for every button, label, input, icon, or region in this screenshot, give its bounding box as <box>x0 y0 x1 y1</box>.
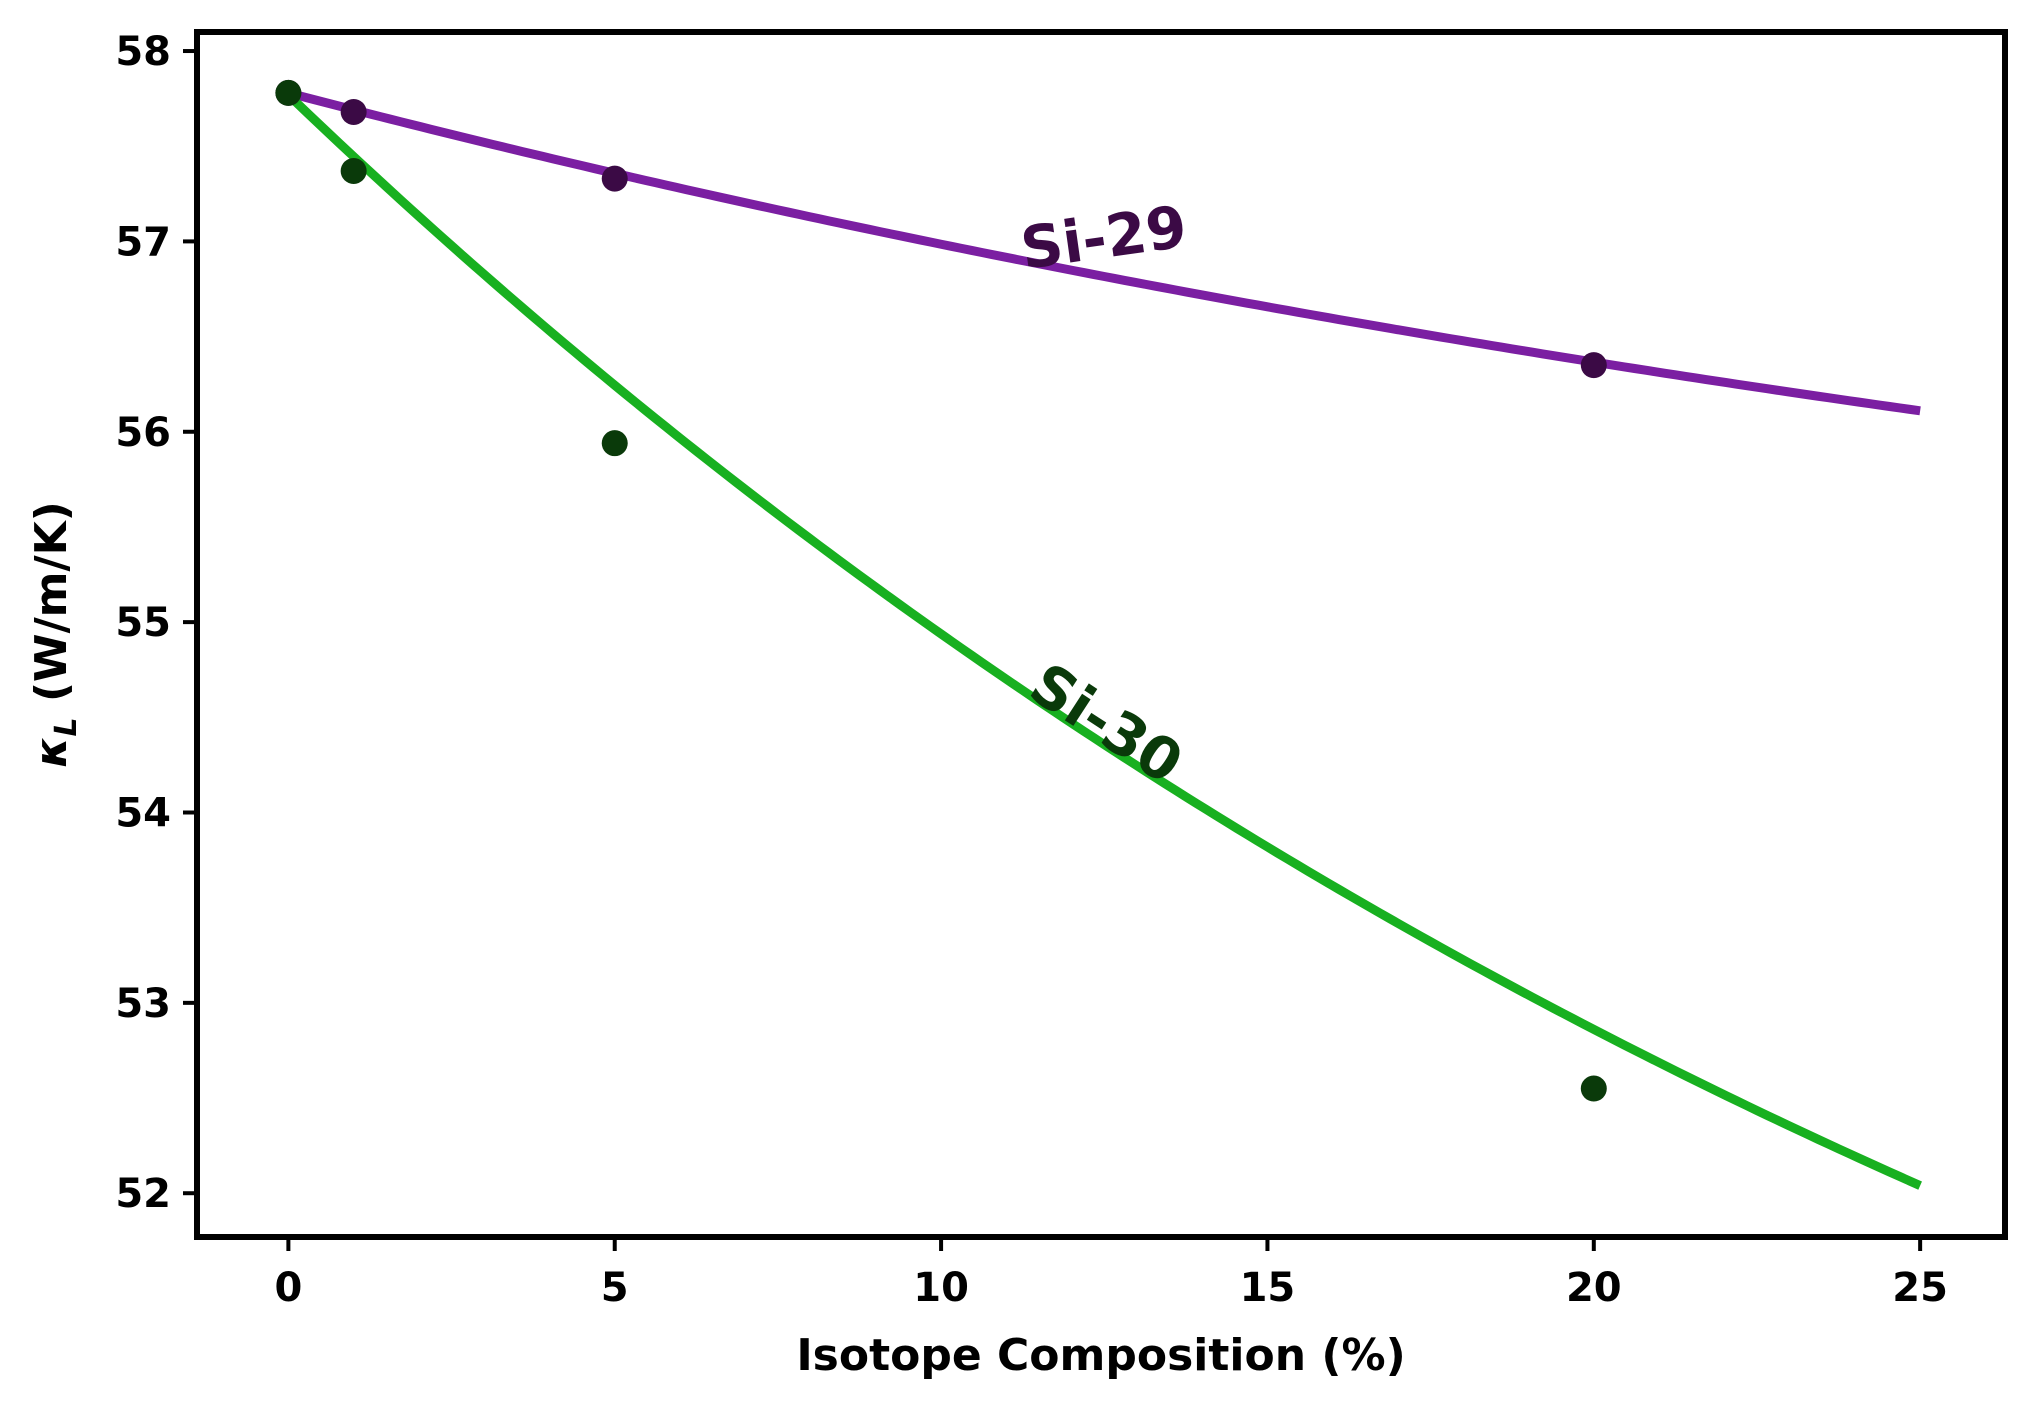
y-axis-label-units: (W/m/K) <box>26 501 77 717</box>
x-tick-label: 20 <box>1566 1265 1622 1311</box>
x-tick-label: 15 <box>1240 1265 1296 1311</box>
y-axis-label-subscript: L <box>49 717 84 736</box>
data-point-series-2 <box>1580 1075 1607 1102</box>
plot-frame <box>194 29 2008 1240</box>
curve-label: Si-30 <box>1018 650 1195 798</box>
data-point-series-1 <box>340 98 367 125</box>
plot-area: Si-29 Si-30 <box>194 29 2008 1240</box>
data-point-series-2 <box>275 79 302 106</box>
y-tick-label: 55 <box>115 600 171 646</box>
fit-line-series-1 <box>287 88 1921 416</box>
x-tick-label: 10 <box>913 1265 969 1311</box>
x-tick-label: 5 <box>601 1265 629 1311</box>
y-tick-label: 56 <box>115 410 171 456</box>
y-tick-label: 57 <box>115 219 171 265</box>
curve-label: Si-29 <box>1017 192 1191 283</box>
y-tick-label: 52 <box>115 1171 171 1217</box>
x-tick-label: 25 <box>1892 1265 1948 1311</box>
y-axis: 52 53 54 55 56 57 58 <box>115 29 197 1217</box>
fit-line-series-2 <box>285 91 1922 1190</box>
y-axis-label-symbol: κ <box>26 737 77 768</box>
annotations: Si-29 Si-30 <box>1017 192 1195 797</box>
x-axis: 0 5 10 15 20 25 <box>274 1237 1948 1311</box>
x-tick-label: 0 <box>274 1265 302 1311</box>
y-tick-label: 58 <box>115 29 171 75</box>
y-axis-label: κL (W/m/K) <box>26 501 84 768</box>
data-point-series-1 <box>1580 352 1607 379</box>
x-axis-label: Isotope Composition (%) <box>796 1330 1405 1381</box>
series-markers <box>275 79 1607 1102</box>
y-tick-label: 54 <box>115 790 171 836</box>
y-tick-label: 53 <box>115 981 171 1027</box>
data-point-series-2 <box>601 430 628 457</box>
data-point-series-1 <box>601 165 628 192</box>
data-point-series-2 <box>340 157 367 184</box>
series-lines <box>285 88 1922 1190</box>
